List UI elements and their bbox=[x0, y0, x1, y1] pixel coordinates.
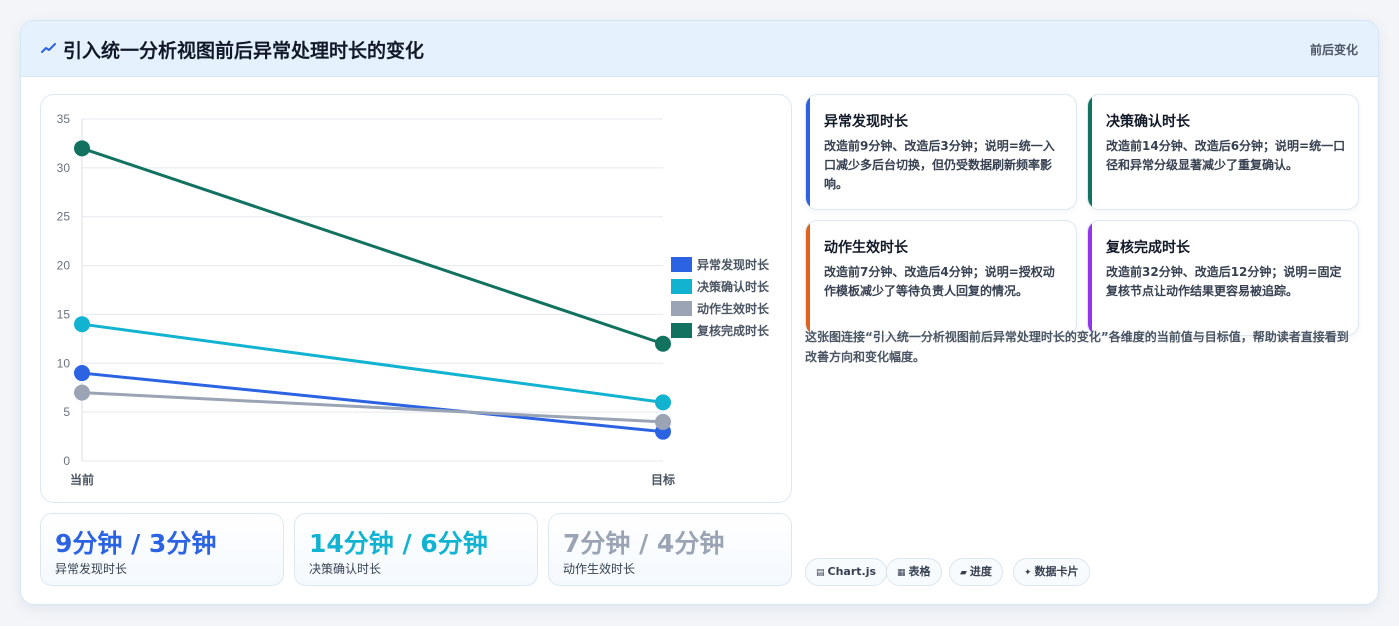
info-desc: 改造前14分钟、改造后6分钟；说明=统一口径和异常分级显著减少了重复确认。 bbox=[1106, 139, 1346, 172]
line-chart: 0 5 10 15 20 25 30 35 当前 目标 异常发现时长决策确认时长动作生效时长复核完成… bbox=[57, 112, 770, 487]
kpi-label: 动作生效时长 bbox=[563, 562, 636, 576]
data-point bbox=[655, 413, 671, 430]
summary-text: 这张图连接“引入统一分析视图前后异常处理时长的变化”各维度的当前值与目标值，帮助… bbox=[805, 330, 1349, 364]
info-accent-bar bbox=[806, 95, 810, 209]
info-desc: 改造前32分钟、改造后12分钟；说明=固定复核节点让动作结果更容易被追踪。 bbox=[1106, 265, 1342, 298]
info-accent-bar bbox=[1088, 95, 1092, 209]
y-tick-label: 15 bbox=[57, 307, 71, 321]
info-desc: 改造前9分钟、改造后3分钟；说明=统一入口减少多后台切换，但仍受数据刷新频率影响… bbox=[824, 139, 1055, 191]
kpi-card-2: 7分钟 / 4分钟 动作生效时长 bbox=[548, 513, 792, 586]
chart-icon: ▤ bbox=[816, 568, 825, 578]
y-tick-label: 10 bbox=[57, 356, 71, 370]
tag-label: Chart.js bbox=[827, 565, 877, 578]
sparkle-icon: ✦ bbox=[1024, 568, 1032, 578]
tag-chartjs[interactable]: ▤ Chart.js bbox=[805, 558, 888, 586]
legend-swatch bbox=[671, 301, 692, 316]
tag-label: 数据卡片 bbox=[1034, 565, 1079, 578]
y-tick-label: 35 bbox=[57, 112, 71, 126]
info-accent-bar bbox=[806, 221, 810, 335]
series-line bbox=[81, 391, 664, 424]
x-tick-label: 当前 bbox=[70, 472, 94, 487]
tag-data-cards[interactable]: ✦ 数据卡片 bbox=[1013, 558, 1090, 586]
kpi-value: 14分钟 / 6分钟 bbox=[309, 529, 488, 558]
info-card-2: 动作生效时长 改造前7分钟、改造后4分钟；说明=授权动作模板减少了等待负责人回复… bbox=[805, 220, 1077, 336]
legend-label: 异常发现时长 bbox=[697, 257, 770, 272]
info-card-1: 决策确认时长 改造前14分钟、改造后6分钟；说明=统一口径和异常分级显著减少了重… bbox=[1087, 94, 1359, 210]
info-desc: 改造前7分钟、改造后4分钟；说明=授权动作模板减少了等待负责人回复的情况。 bbox=[824, 265, 1055, 298]
kpi-label: 异常发现时长 bbox=[55, 562, 128, 576]
y-tick-label: 20 bbox=[57, 259, 71, 273]
x-tick-label: 目标 bbox=[651, 472, 675, 487]
kpi-label: 决策确认时长 bbox=[309, 562, 382, 576]
series-line bbox=[81, 146, 664, 346]
data-point bbox=[74, 316, 90, 333]
info-title: 动作生效时长 bbox=[824, 240, 908, 256]
legend-swatch bbox=[671, 323, 692, 338]
legend-swatch bbox=[671, 257, 692, 272]
page-title: 引入统一分析视图前后异常处理时长的变化 bbox=[63, 40, 425, 62]
info-card-0: 异常发现时长 改造前9分钟、改造后3分钟；说明=统一入口减少多后台切换，但仍受数… bbox=[805, 94, 1077, 210]
kpi-card-0: 9分钟 / 3分钟 异常发现时长 bbox=[40, 513, 284, 586]
series-line bbox=[81, 322, 664, 404]
info-title: 复核完成时长 bbox=[1106, 240, 1190, 256]
tag-label: 表格 bbox=[908, 565, 931, 578]
table-icon: ▦ bbox=[897, 568, 906, 578]
data-point bbox=[74, 140, 90, 157]
chart-card: 引入统一分析视图前后异常处理时长的变化 前后变化 0 5 10 15 20 25 30 35 当… bbox=[20, 20, 1379, 605]
kpi-value: 9分钟 / 3分钟 bbox=[55, 529, 217, 558]
header-badge: 前后变化 bbox=[1309, 43, 1358, 57]
y-tick-label: 5 bbox=[63, 405, 70, 419]
data-point bbox=[655, 335, 671, 352]
kpi-value: 7分钟 / 4分钟 bbox=[563, 529, 725, 558]
data-point bbox=[74, 384, 90, 401]
kpi-card-1: 14分钟 / 6分钟 决策确认时长 bbox=[294, 513, 538, 586]
info-title: 异常发现时长 bbox=[824, 114, 908, 130]
card-header: 引入统一分析视图前后异常处理时长的变化 前后变化 bbox=[21, 21, 1378, 77]
legend-swatch bbox=[671, 279, 692, 294]
progress-icon: ▰ bbox=[960, 568, 967, 578]
sparkline-icon bbox=[41, 43, 56, 53]
data-point bbox=[74, 365, 90, 382]
info-card-3: 复核完成时长 改造前32分钟、改造后12分钟；说明=固定复核节点让动作结果更容易… bbox=[1087, 220, 1359, 336]
y-tick-label: 30 bbox=[57, 161, 71, 175]
legend-label: 决策确认时长 bbox=[697, 279, 770, 294]
series-line bbox=[81, 371, 664, 434]
info-accent-bar bbox=[1088, 221, 1092, 335]
tag-progress[interactable]: ▰ 进度 bbox=[949, 558, 1003, 586]
info-title: 决策确认时长 bbox=[1106, 114, 1190, 130]
y-tick-label: 25 bbox=[57, 210, 71, 224]
tag-label: 进度 bbox=[969, 565, 992, 578]
legend-label: 动作生效时长 bbox=[697, 301, 770, 316]
data-point bbox=[655, 394, 671, 411]
legend-label: 复核完成时长 bbox=[696, 323, 770, 338]
chart-panel: 0 5 10 15 20 25 30 35 当前 目标 异常发现时长 决策确认时长 动作生效时长 复核完成… bbox=[40, 94, 792, 503]
y-tick-label: 0 bbox=[63, 454, 70, 468]
tag-table[interactable]: ▦ 表格 bbox=[886, 558, 942, 586]
